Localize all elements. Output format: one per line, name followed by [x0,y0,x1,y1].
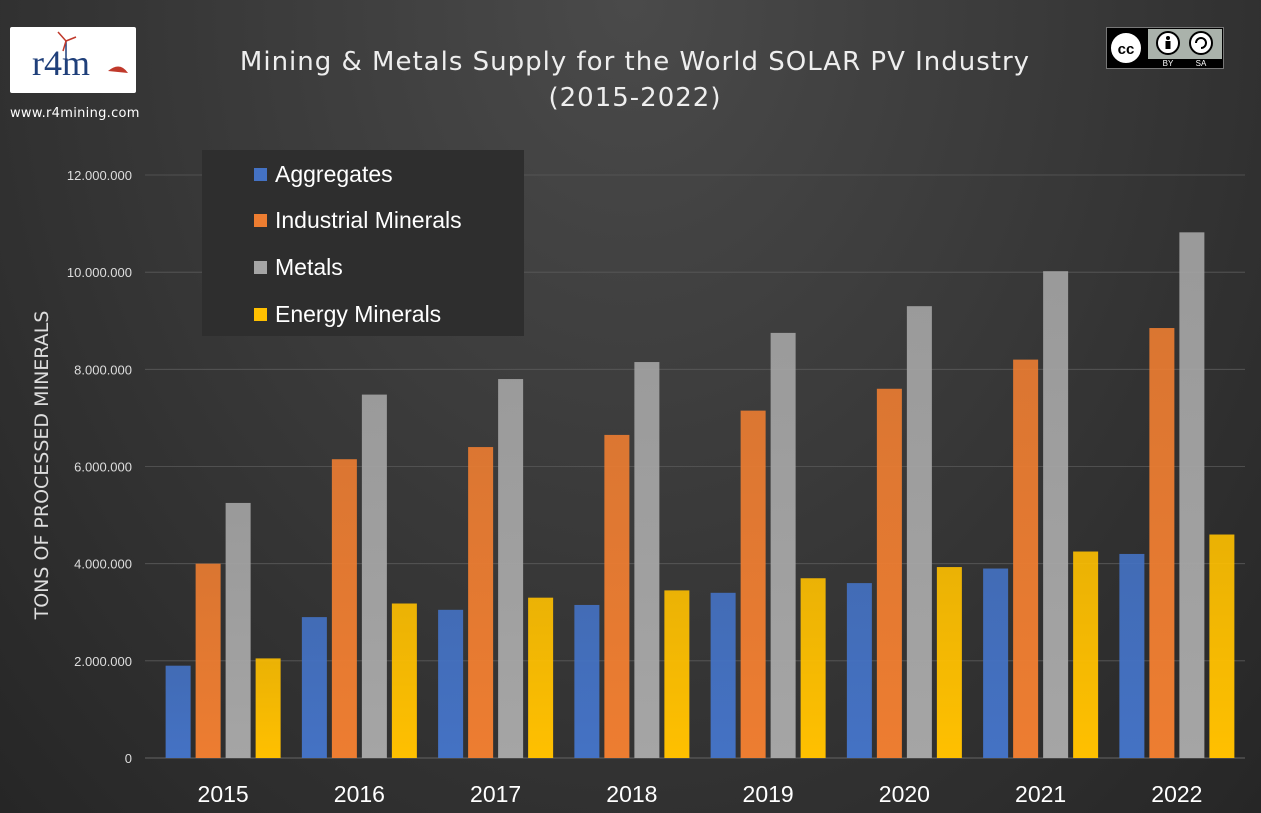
bar-aggregates-2017 [438,609,464,758]
cc-icon [1109,31,1143,65]
bars [165,232,1235,758]
y-tick-labels: 0 2.000.000 4.000.000 6.000.000 8.000.000 10.… [67,168,132,766]
legend-item-aggregates: Aggregates [254,160,393,188]
chart-title-line-1: Mining & Metals Supply for the World SOL… [239,47,1031,77]
x-tick-label: 2017 [470,781,521,807]
bar-energy-minerals-2015 [255,658,281,758]
bar-energy-minerals-2016 [391,603,417,758]
bar-industrial-minerals-2019 [740,410,766,758]
bar-aggregates-2020 [846,583,872,758]
bar-aggregates-2015 [165,665,191,758]
r4mining-logo: r4m [10,27,136,93]
share-alike-icon [1189,31,1213,55]
bar-aggregates-2019 [710,592,736,758]
bar-metals-2015 [225,502,251,758]
legend-item-industrial-minerals: Industrial Minerals [254,206,462,234]
legend-swatch [254,260,267,274]
y-tick-label: 4.000.000 [74,557,132,572]
bar-metals-2017 [498,379,524,758]
bar-metals-2020 [906,306,932,758]
legend-item-metals: Metals [254,253,343,281]
bar-energy-minerals-2018 [664,590,690,758]
bar-energy-minerals-2022 [1209,534,1235,758]
bar-metals-2021 [1043,271,1069,758]
bar-metals-2022 [1179,232,1205,758]
website-url[interactable]: www.r4mining.com [10,106,140,121]
chart-title: Mining & Metals Supply for the World SOL… [170,44,1100,116]
bar-industrial-minerals-2021 [1013,359,1039,758]
legend-swatch [254,167,267,181]
svg-text:BY: BY [1163,59,1174,68]
bar-aggregates-2016 [301,617,327,758]
y-tick-label: 0 [125,751,132,766]
x-tick-label: 2020 [879,781,930,807]
x-tick-label: 2022 [1151,781,1202,807]
svg-text:SA: SA [1196,59,1207,68]
bar-aggregates-2021 [983,568,1009,758]
bar-aggregates-2018 [574,604,600,758]
bar-industrial-minerals-2016 [331,459,357,758]
bar-metals-2019 [770,332,796,758]
y-tick-label: 8.000.000 [74,362,132,377]
bar-industrial-minerals-2022 [1149,328,1175,758]
svg-text:r4m: r4m [32,43,90,83]
bar-energy-minerals-2019 [800,578,826,758]
chart-legend: Aggregates Industrial Minerals Metals Energ… [202,150,524,336]
cc-by-sa-license-badge[interactable]: cc BY SA [1106,27,1224,69]
x-tick-labels: 2015 2016 2017 2018 2019 2020 2021 2022 [198,781,1203,807]
bar-energy-minerals-2020 [936,567,962,758]
x-tick-label: 2018 [606,781,657,807]
y-tick-label: 6.000.000 [74,460,132,475]
legend-label: Metals [275,253,343,280]
bar-industrial-minerals-2017 [468,447,494,758]
x-tick-label: 2021 [1015,781,1066,807]
legend-swatch [254,307,267,321]
y-tick-label: 2.000.000 [74,654,132,669]
x-tick-label: 2019 [743,781,794,807]
x-tick-label: 2015 [198,781,249,807]
bar-industrial-minerals-2020 [876,388,902,758]
chart-title-line-2: (2015-2022) [548,83,722,113]
bar-energy-minerals-2017 [528,597,554,758]
legend-item-energy-minerals: Energy Minerals [254,300,441,328]
svg-text:cc: cc [1118,41,1135,58]
bar-industrial-minerals-2015 [195,563,221,758]
legend-label: Energy Minerals [275,300,442,327]
legend-swatch [254,213,267,227]
bar-metals-2016 [361,394,387,758]
legend-label: Industrial Minerals [275,206,462,233]
x-tick-label: 2016 [334,781,385,807]
y-tick-label: 12.000.000 [67,168,132,183]
bar-energy-minerals-2021 [1073,551,1099,758]
bar-industrial-minerals-2018 [604,434,630,758]
bar-metals-2018 [634,362,660,758]
bar-aggregates-2022 [1119,553,1145,758]
y-tick-label: 10.000.000 [67,265,132,280]
legend-label: Aggregates [275,160,393,187]
